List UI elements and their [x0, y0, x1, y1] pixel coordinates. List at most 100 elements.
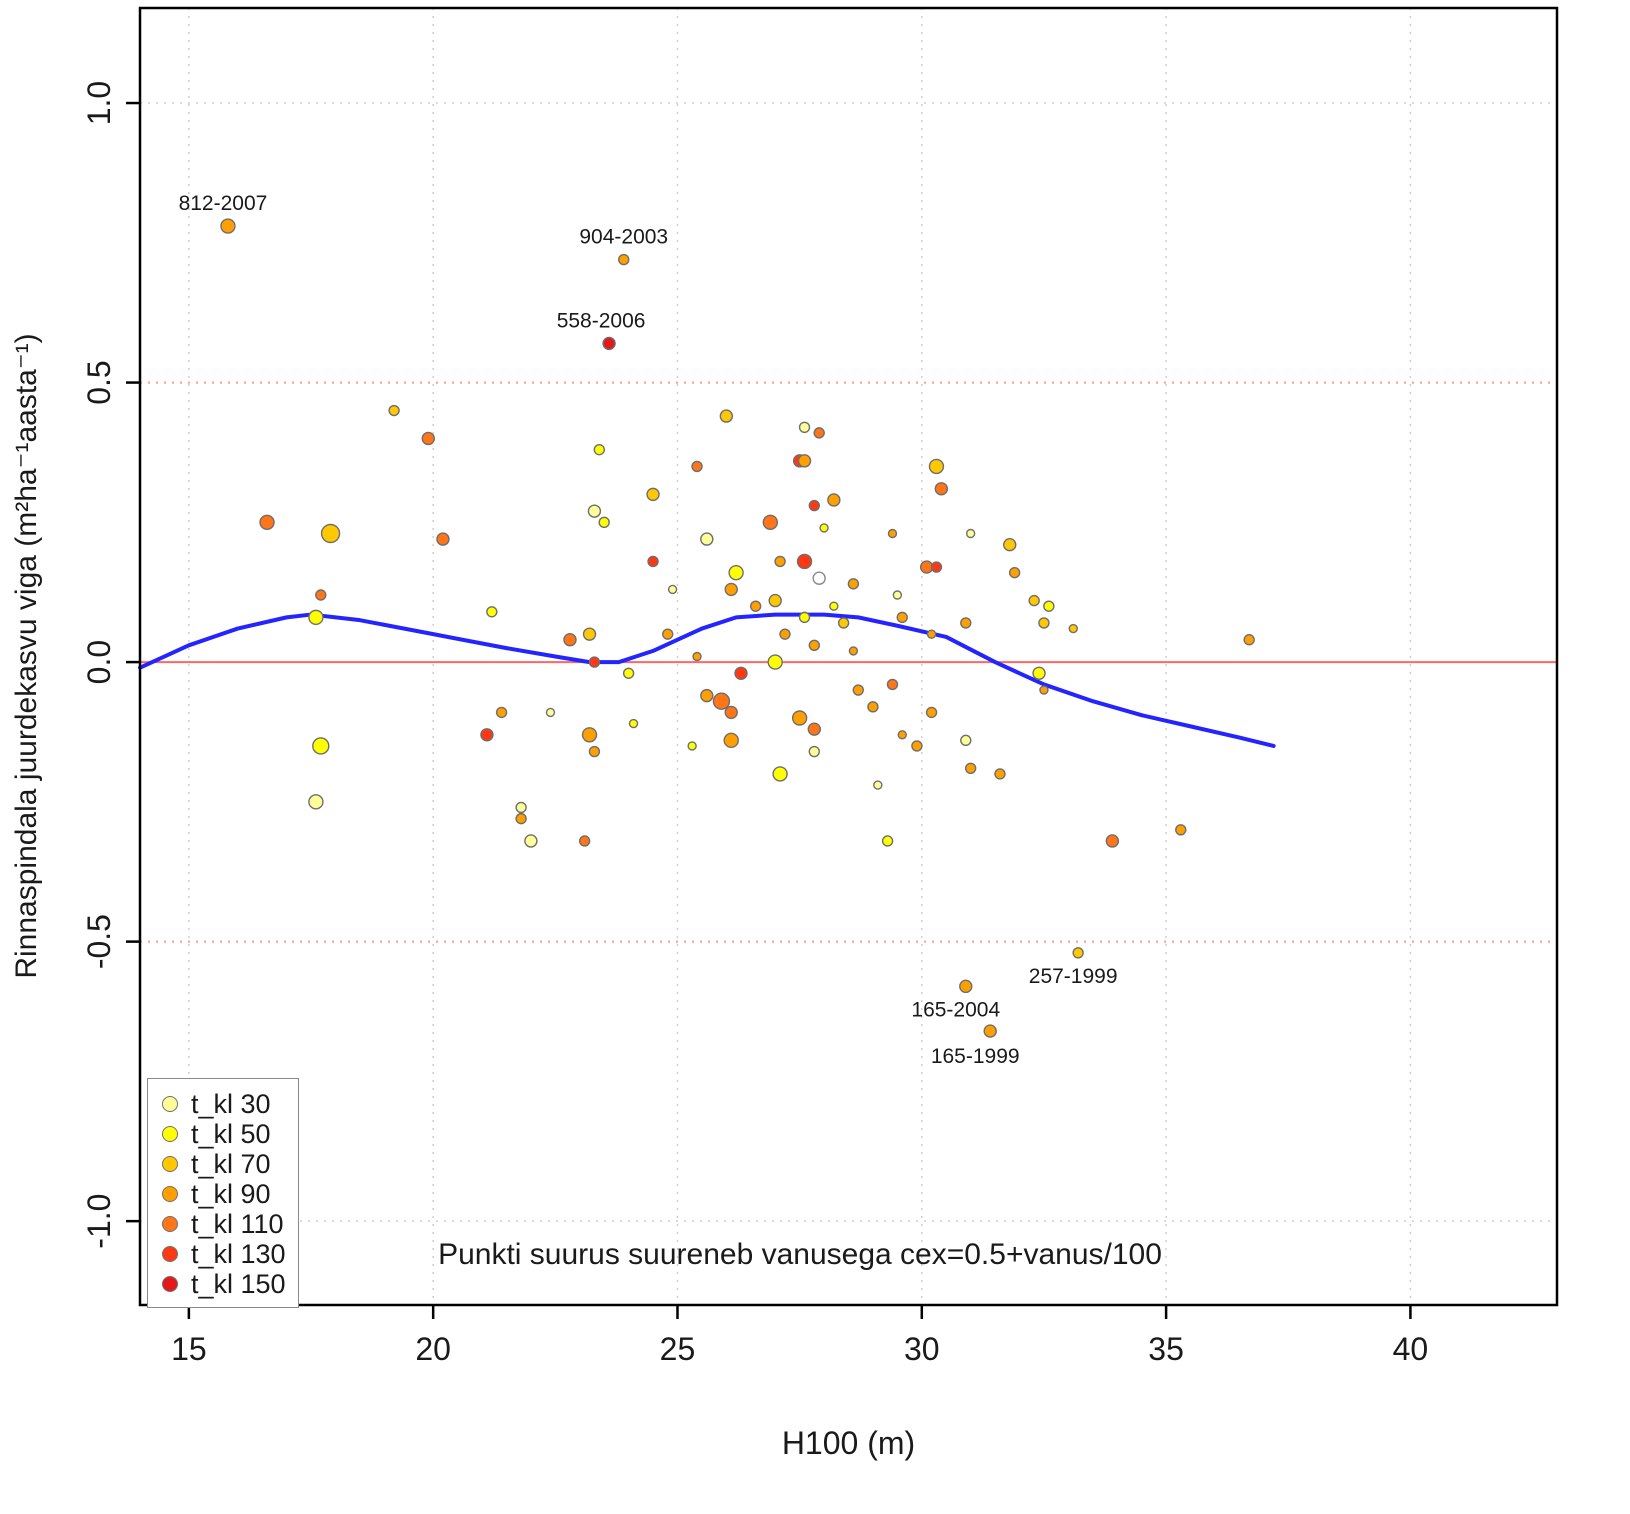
data-point — [798, 611, 811, 624]
data-point — [886, 678, 899, 691]
data-point — [436, 532, 450, 546]
data-point — [928, 458, 945, 475]
data-point — [1008, 566, 1021, 579]
data-point — [847, 578, 860, 590]
legend-dot-icon — [162, 1186, 178, 1202]
data-point — [911, 740, 923, 752]
data-point — [808, 745, 820, 758]
data-point — [796, 553, 813, 570]
legend-label: t_kl 110 — [191, 1209, 284, 1239]
data-point — [848, 646, 859, 656]
data-point — [762, 514, 779, 531]
data-point — [581, 727, 598, 743]
data-point — [960, 734, 972, 747]
data-point — [1068, 623, 1078, 634]
point-label: 904-2003 — [579, 226, 668, 249]
data-point — [768, 593, 782, 608]
data-point — [719, 409, 734, 423]
data-point — [662, 628, 674, 640]
legend-dot-icon — [162, 1156, 178, 1172]
x-tick-label: 20 — [415, 1331, 451, 1367]
x-tick-label: 30 — [904, 1331, 940, 1367]
data-point — [700, 688, 714, 703]
data-point — [598, 516, 610, 529]
point-label: 558-2006 — [557, 309, 646, 332]
data-point — [994, 768, 1006, 780]
data-point — [220, 218, 236, 234]
data-point — [964, 762, 977, 775]
point-label: 165-2004 — [911, 998, 1000, 1021]
data-point — [819, 523, 829, 533]
data-point — [926, 629, 937, 639]
data-point — [767, 654, 783, 670]
data-point — [724, 582, 738, 597]
data-point — [983, 1024, 997, 1038]
data-point — [829, 601, 839, 611]
data-point — [772, 766, 788, 782]
legend-label: t_kl 90 — [191, 1179, 271, 1209]
data-point — [887, 528, 898, 539]
data-point — [1028, 594, 1040, 607]
data-point — [1003, 537, 1017, 552]
data-point — [687, 741, 697, 751]
data-point — [308, 794, 324, 810]
data-point — [867, 701, 879, 713]
x-tick-label: 40 — [1393, 1331, 1429, 1367]
loess-curve — [138, 612, 1276, 748]
point-size-note: Punkti suurus suureneb vanusega cex=0.5+… — [438, 1238, 1162, 1271]
data-point — [1072, 947, 1084, 959]
data-point — [1175, 824, 1187, 836]
data-point — [1039, 685, 1049, 695]
data-point — [965, 528, 976, 539]
legend-label: t_kl 30 — [191, 1089, 271, 1119]
data-point — [692, 651, 702, 662]
legend-dot-icon — [162, 1246, 178, 1262]
data-point — [563, 633, 577, 647]
data-point — [797, 454, 812, 468]
legend-label: t_kl 130 — [191, 1239, 286, 1269]
legend-item: t_kl 50 — [162, 1119, 298, 1149]
legend-item: t_kl 90 — [162, 1179, 298, 1209]
legend-label: t_kl 50 — [191, 1119, 271, 1149]
data-point — [700, 532, 714, 546]
y-tick-label: -1.0 — [81, 1194, 117, 1249]
data-point — [896, 611, 908, 624]
x-tick-label: 25 — [660, 1331, 696, 1367]
data-point — [622, 667, 635, 679]
legend: t_kl 30 t_kl 50 t_kl 70 t_kl 90 t_kl 110 t_kl… — [147, 1078, 299, 1308]
data-point — [959, 979, 973, 994]
data-point — [827, 493, 841, 507]
data-point — [930, 561, 943, 573]
data-point — [808, 499, 820, 512]
legend-dot-icon — [162, 1126, 178, 1142]
data-point — [421, 431, 435, 446]
data-point — [515, 812, 527, 825]
data-point — [712, 692, 731, 710]
legend-label: t_kl 70 — [191, 1149, 271, 1179]
data-point — [925, 706, 938, 719]
data-point — [315, 589, 327, 601]
plot-border — [138, 6, 1559, 1307]
data-point — [808, 639, 820, 652]
data-point — [515, 801, 527, 814]
data-point — [628, 718, 639, 729]
data-point — [812, 571, 826, 585]
data-point — [1032, 666, 1046, 680]
x-tick-label: 15 — [171, 1331, 207, 1367]
data-point — [791, 710, 808, 726]
data-point — [667, 584, 678, 595]
point-label: 257-1999 — [1029, 965, 1118, 988]
data-point — [486, 606, 498, 618]
data-point — [578, 835, 591, 847]
data-point — [813, 427, 825, 439]
data-point — [774, 555, 786, 568]
legend-item: t_kl 150 — [162, 1269, 298, 1299]
data-point — [524, 834, 538, 848]
data-point — [647, 555, 659, 568]
data-point — [873, 780, 883, 790]
data-point — [691, 460, 703, 473]
data-point — [837, 617, 850, 629]
data-point — [1243, 634, 1255, 646]
